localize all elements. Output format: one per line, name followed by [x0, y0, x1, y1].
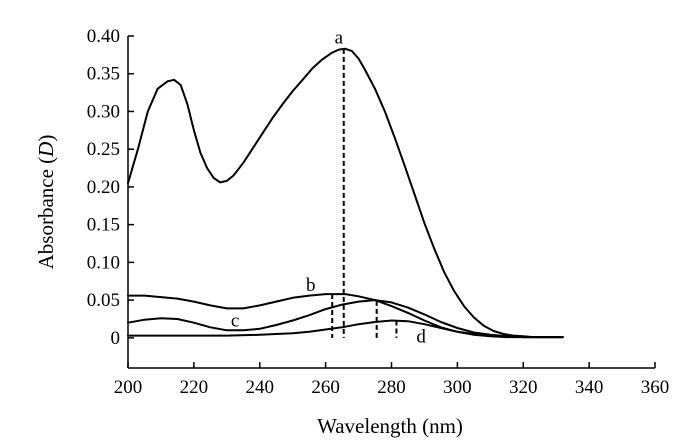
x-axis-title: Wavelength (nm) — [317, 414, 463, 438]
x-tick-label: 240 — [246, 377, 275, 398]
series-d-curve — [127, 319, 564, 339]
y-tick-label: 0.35 — [87, 64, 120, 85]
y-tick-label: 0.40 — [87, 26, 120, 47]
y-axis-title-symbol: D — [34, 142, 58, 158]
series-d-label: d — [416, 326, 426, 347]
y-tick-label: 0.30 — [87, 101, 120, 122]
series-c-curve — [127, 299, 564, 339]
y-tick-label: 0.15 — [87, 215, 120, 236]
x-tick-label: 220 — [180, 377, 209, 398]
series-a-curve — [127, 47, 564, 339]
series-c-label: c — [231, 311, 239, 332]
axes — [127, 36, 655, 369]
y-tick-label: 0.05 — [87, 290, 120, 311]
peak-lines — [331, 48, 398, 338]
x-tick-label: 300 — [443, 377, 472, 398]
series-b-label: b — [306, 275, 316, 296]
y-tick-label: 0.10 — [87, 252, 120, 273]
y-tick-label: 0.25 — [87, 139, 120, 160]
ticks: 0 0.05 0.10 0.15 0.20 0.25 0.30 0.35 0.40 200 220 2… — [87, 26, 670, 398]
y-axis-title: Absorbance (D) — [34, 135, 58, 270]
series-b-curve — [127, 293, 564, 339]
y-axis-title-main: Absorbance ( — [34, 157, 58, 270]
series-curves — [127, 47, 564, 339]
y-tick-label: 0 — [111, 328, 121, 349]
series-labels: a b c d — [231, 28, 427, 348]
x-tick-label: 200 — [114, 377, 143, 398]
series-a-label: a — [335, 28, 344, 49]
x-tick-label: 340 — [575, 377, 604, 398]
y-axis-title-end: ) — [34, 135, 58, 142]
x-tick-label: 260 — [311, 377, 340, 398]
y-tick-label: 0.20 — [87, 177, 120, 198]
x-tick-label: 360 — [641, 377, 670, 398]
x-tick-label: 280 — [377, 377, 406, 398]
x-tick-label: 320 — [509, 377, 538, 398]
